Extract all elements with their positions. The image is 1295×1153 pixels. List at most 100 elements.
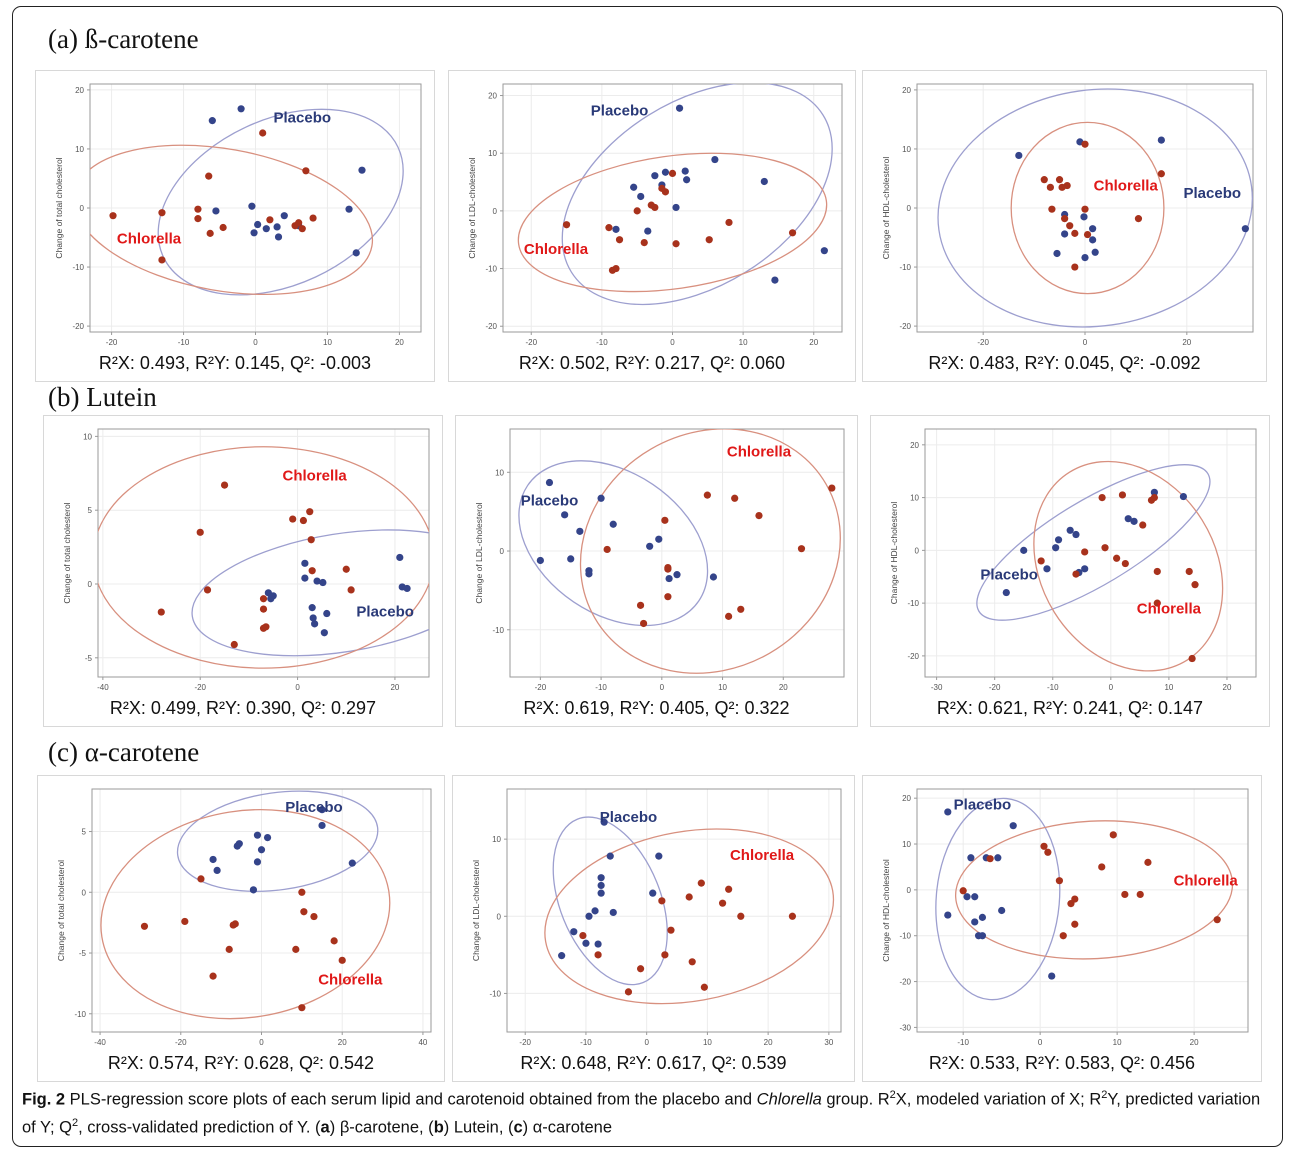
y-tick-label: 0 <box>82 888 87 897</box>
placebo-point <box>313 577 321 585</box>
placebo-point <box>585 912 593 920</box>
placebo-point <box>672 203 680 212</box>
placebo-group-label: Placebo <box>1184 185 1242 202</box>
chlorella-point <box>289 515 297 523</box>
chlorella-point <box>1044 848 1052 856</box>
x-tick-label: 0 <box>295 683 300 692</box>
placebo-confidence-ellipse <box>552 816 668 986</box>
chlorella-group-label: Chlorella <box>727 444 792 461</box>
x-tick-label: 10 <box>718 683 727 692</box>
y-tick-label: 20 <box>75 86 84 95</box>
plot-beta-carotene-total-cholesterol: -20 -10 0 10 20 -20 -10 0 10 20 Change of total ch… <box>35 70 435 382</box>
row-title-beta-carotene: (a) ß-carotene <box>48 24 199 54</box>
chlorella-point <box>1081 140 1089 148</box>
plot-alpha-carotene-hdl-cholesterol: -10 0 10 20 -30 -20 -10 0 10 20 Change of HDL-chol… <box>862 775 1262 1082</box>
placebo-confidence-ellipse <box>191 529 429 657</box>
y-tick-label: -10 <box>489 989 501 998</box>
x-tick-label: -10 <box>1047 683 1059 692</box>
chlorella-point <box>330 937 338 945</box>
x-tick-label: 10 <box>1164 683 1173 692</box>
placebo-point <box>570 928 578 936</box>
placebo-point <box>319 578 327 587</box>
chlorella-confidence-ellipse <box>544 828 835 1005</box>
y-tick-label: -10 <box>899 263 911 272</box>
y-tick-label: -10 <box>907 599 919 608</box>
chlorella-point <box>737 912 745 920</box>
chlorella-point <box>300 908 308 916</box>
placebo-point <box>963 893 971 901</box>
chlorella-point <box>220 481 229 489</box>
placebo-point <box>637 192 645 201</box>
plot-alpha-carotene-total-cholesterol: -40 -20 0 20 40 -10 -5 0 5 Change of total choles… <box>37 775 445 1082</box>
x-tick-label: 0 <box>1083 338 1088 347</box>
placebo-group-label: Placebo <box>591 103 649 120</box>
chlorella-point <box>640 239 648 247</box>
chlorella-point <box>302 167 310 175</box>
x-tick-label: 0 <box>253 338 258 347</box>
placebo-point <box>771 276 779 284</box>
chlorella-point <box>140 922 149 930</box>
x-tick-label: -20 <box>519 1038 531 1047</box>
chlorella-point <box>725 218 733 227</box>
y-tick-label: -20 <box>907 652 919 661</box>
chlorella-point <box>347 586 355 594</box>
chlorella-point <box>658 897 666 905</box>
placebo-point <box>396 553 404 562</box>
chlorella-point <box>262 623 270 631</box>
placebo-point <box>1150 488 1158 496</box>
plot-area <box>506 788 842 1033</box>
placebo-confidence-ellipse <box>561 84 833 306</box>
placebo-point <box>208 117 216 125</box>
placebo-point <box>1066 526 1074 534</box>
placebo-point <box>711 155 719 164</box>
placebo-point <box>311 620 319 628</box>
chlorella-point <box>603 545 611 554</box>
plot-area <box>916 788 1249 1033</box>
chlorella-point <box>1098 863 1106 871</box>
placebo-point <box>280 212 288 220</box>
chlorella-point <box>661 951 669 959</box>
chlorella-confidence-ellipse <box>100 808 391 1020</box>
y-axis-label: Change of LDL-cholesterol <box>471 860 481 961</box>
chlorella-point <box>737 605 745 613</box>
model-stats: R²X: 0.619, R²Y: 0.405, Q²: 0.322 <box>523 698 790 718</box>
placebo-point <box>237 105 245 113</box>
chlorella-point <box>1134 215 1143 223</box>
placebo-point <box>612 225 620 233</box>
row-title-lutein: (b) Lutein <box>48 382 157 412</box>
placebo-point <box>609 908 617 917</box>
chlorella-point <box>1153 599 1161 607</box>
chlorella-point <box>196 528 204 536</box>
x-tick-label: 0 <box>660 683 665 692</box>
scatter-chart: -30 -20 -10 0 10 20 -20 -10 0 10 20 Change of HDL-c… <box>870 415 1270 727</box>
chlorella-point <box>1153 567 1161 576</box>
placebo-point <box>545 478 554 487</box>
scatter-chart: -40 -20 0 20 40 -10 -5 0 5 Change of total choles… <box>37 775 445 1082</box>
placebo-point <box>655 535 663 543</box>
placebo-point <box>1020 546 1028 554</box>
placebo-point <box>262 225 270 233</box>
y-tick-label: -10 <box>72 263 84 272</box>
y-axis-label: Change of LDL-cholesterol <box>474 502 484 603</box>
chlorella-group-label: Chlorella <box>730 847 795 864</box>
placebo-point <box>1179 492 1188 501</box>
chlorella-point <box>562 221 571 229</box>
model-stats: R²X: 0.533, R²Y: 0.583, Q²: 0.456 <box>928 1053 1196 1073</box>
y-axis-label: Change of HDL-cholesterol <box>881 157 891 260</box>
placebo-point <box>609 520 617 528</box>
chlorella-point <box>667 926 675 934</box>
chlorella-point <box>158 256 166 264</box>
model-stats: R²X: 0.493, R²Y: 0.145, Q²: -0.003 <box>98 353 372 373</box>
chlorella-point <box>725 885 733 893</box>
plot-lutein-ldl-cholesterol: -20 -10 0 10 20 -10 0 10 Change of LDL-cholester… <box>455 415 858 727</box>
placebo-point <box>249 886 258 894</box>
x-tick-label: 20 <box>1223 683 1232 692</box>
placebo-point <box>1241 225 1249 233</box>
chlorella-point <box>310 912 318 921</box>
y-tick-label: 20 <box>488 92 497 101</box>
chlorella-group-label: Chlorella <box>1174 872 1239 889</box>
y-tick-label: 10 <box>902 145 911 154</box>
x-tick-label: 10 <box>1113 1038 1122 1047</box>
placebo-point <box>661 168 670 176</box>
x-tick-label: 20 <box>809 338 818 347</box>
